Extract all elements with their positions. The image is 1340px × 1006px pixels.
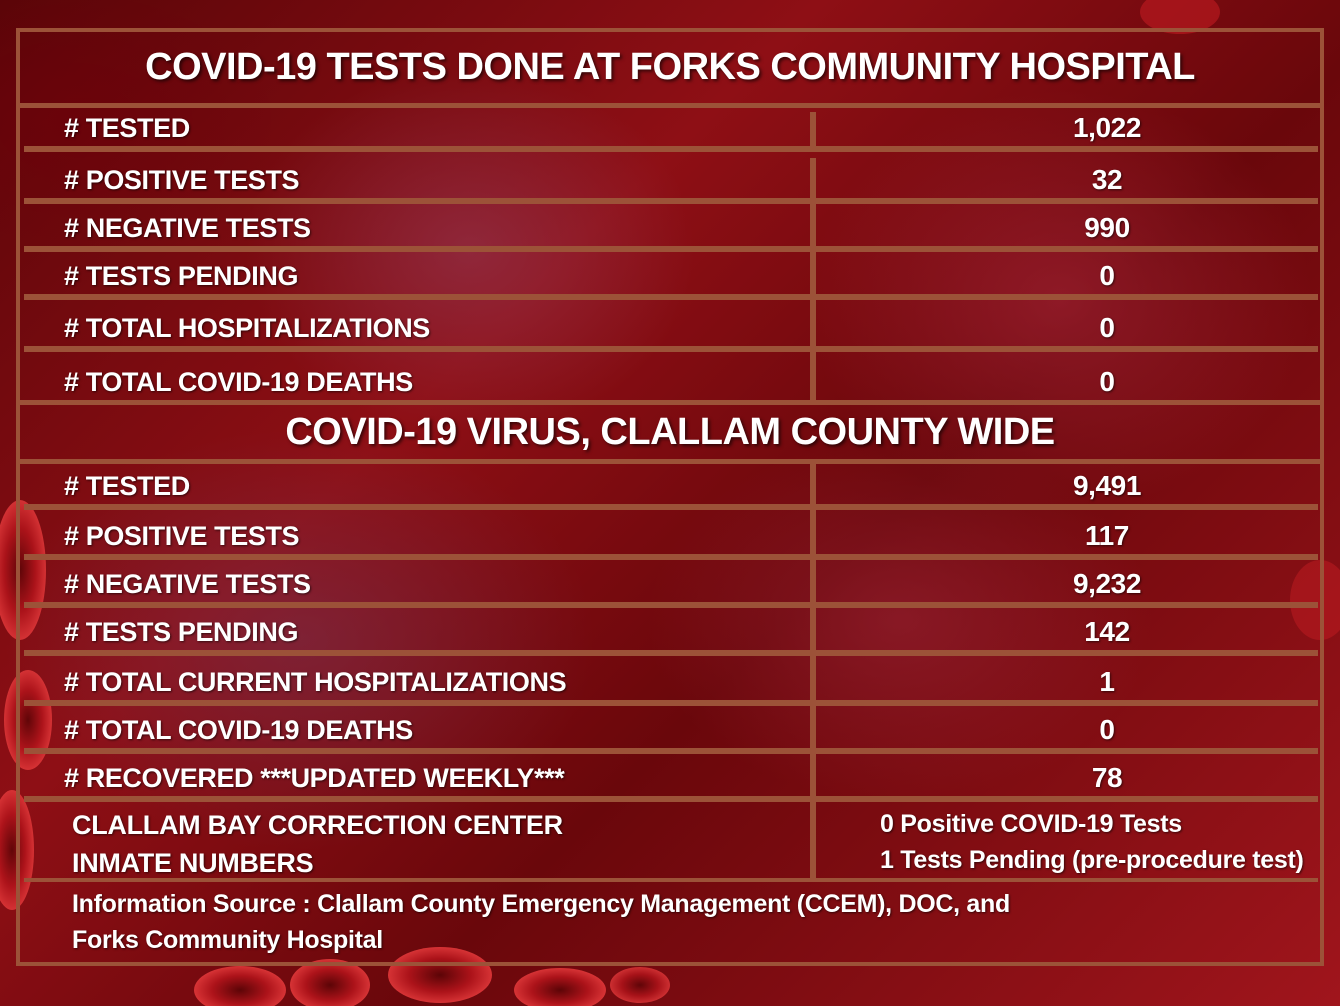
- table-row: # TOTAL COVID-19 DEATHS 0: [24, 352, 1318, 400]
- row-label: # TOTAL COVID-19 DEATHS: [24, 706, 816, 748]
- row-label: # TESTED: [24, 464, 816, 504]
- table-row: # POSITIVE TESTS 117: [24, 510, 1318, 560]
- table-frame: [16, 28, 1324, 966]
- table-row: # NEGATIVE TESTS 990: [24, 204, 1318, 252]
- row-label: # TOTAL COVID-19 DEATHS: [24, 352, 816, 400]
- inmate-label: CLALLAM BAY CORRECTION CENTER INMATE NUM…: [24, 800, 816, 878]
- table-row: # TOTAL COVID-19 DEATHS 0: [24, 706, 1318, 754]
- inmate-label-line2: INMATE NUMBERS: [72, 848, 314, 878]
- table-row: # POSITIVE TESTS 32: [24, 158, 1318, 204]
- row-value: 117: [1085, 520, 1129, 551]
- inmate-value: 0 Positive COVID-19 Tests 1 Tests Pendin…: [816, 800, 1318, 878]
- row-value: 0: [1099, 260, 1115, 291]
- row-label: # POSITIVE TESTS: [24, 510, 816, 554]
- table-row: # TESTS PENDING 0: [24, 252, 1318, 300]
- table-row: # RECOVERED ***UPDATED WEEKLY*** 78: [24, 754, 1318, 802]
- row-label: # RECOVERED ***UPDATED WEEKLY***: [24, 754, 816, 796]
- row-value: 0: [1099, 366, 1115, 397]
- inmate-row: CLALLAM BAY CORRECTION CENTER INMATE NUM…: [24, 800, 1318, 882]
- inmate-label-line1: CLALLAM BAY CORRECTION CENTER: [72, 810, 563, 840]
- inmate-value-line2: 1 Tests Pending (pre-procedure test): [880, 846, 1304, 874]
- row-label: # POSITIVE TESTS: [24, 158, 816, 198]
- row-label: # TESTED: [24, 112, 816, 146]
- source-line1: Information Source : Clallam County Emer…: [72, 890, 1010, 918]
- row-value: 9,232: [1072, 568, 1142, 599]
- hospital-section-title: COVID-19 TESTS DONE AT FORKS COMMUNITY H…: [20, 32, 1320, 108]
- row-value: 32: [1091, 164, 1123, 195]
- row-value: 78: [1091, 762, 1123, 793]
- row-label: # TOTAL HOSPITALIZATIONS: [24, 300, 816, 346]
- inmate-value-line1: 0 Positive COVID-19 Tests: [880, 810, 1182, 838]
- row-label: # NEGATIVE TESTS: [24, 560, 816, 602]
- row-label: # NEGATIVE TESTS: [24, 204, 816, 246]
- row-value: 9,491: [1072, 470, 1142, 501]
- row-value: 142: [1084, 616, 1130, 647]
- table-row: # TESTED 1,022: [24, 112, 1318, 152]
- row-label: # TESTS PENDING: [24, 608, 816, 650]
- row-label: # TESTS PENDING: [24, 252, 816, 294]
- table-row: # TESTS PENDING 142: [24, 608, 1318, 656]
- row-value: 1: [1099, 666, 1115, 697]
- row-label: # TOTAL CURRENT HOSPITALIZATIONS: [24, 656, 816, 700]
- table-row: # TOTAL CURRENT HOSPITALIZATIONS 1: [24, 656, 1318, 706]
- source-line2: Forks Community Hospital: [72, 926, 383, 954]
- row-value: 990: [1084, 212, 1130, 243]
- source-note: Information Source : Clallam County Emer…: [72, 886, 1072, 958]
- table-row: # TESTED 9,491: [24, 464, 1318, 510]
- row-value: 0: [1099, 312, 1115, 343]
- table-row: # TOTAL HOSPITALIZATIONS 0: [24, 300, 1318, 352]
- table-row: # NEGATIVE TESTS 9,232: [24, 560, 1318, 608]
- row-value: 1,022: [1072, 112, 1142, 143]
- county-section-title: COVID-19 VIRUS, CLALLAM COUNTY WIDE: [20, 400, 1320, 464]
- row-value: 0: [1099, 714, 1115, 745]
